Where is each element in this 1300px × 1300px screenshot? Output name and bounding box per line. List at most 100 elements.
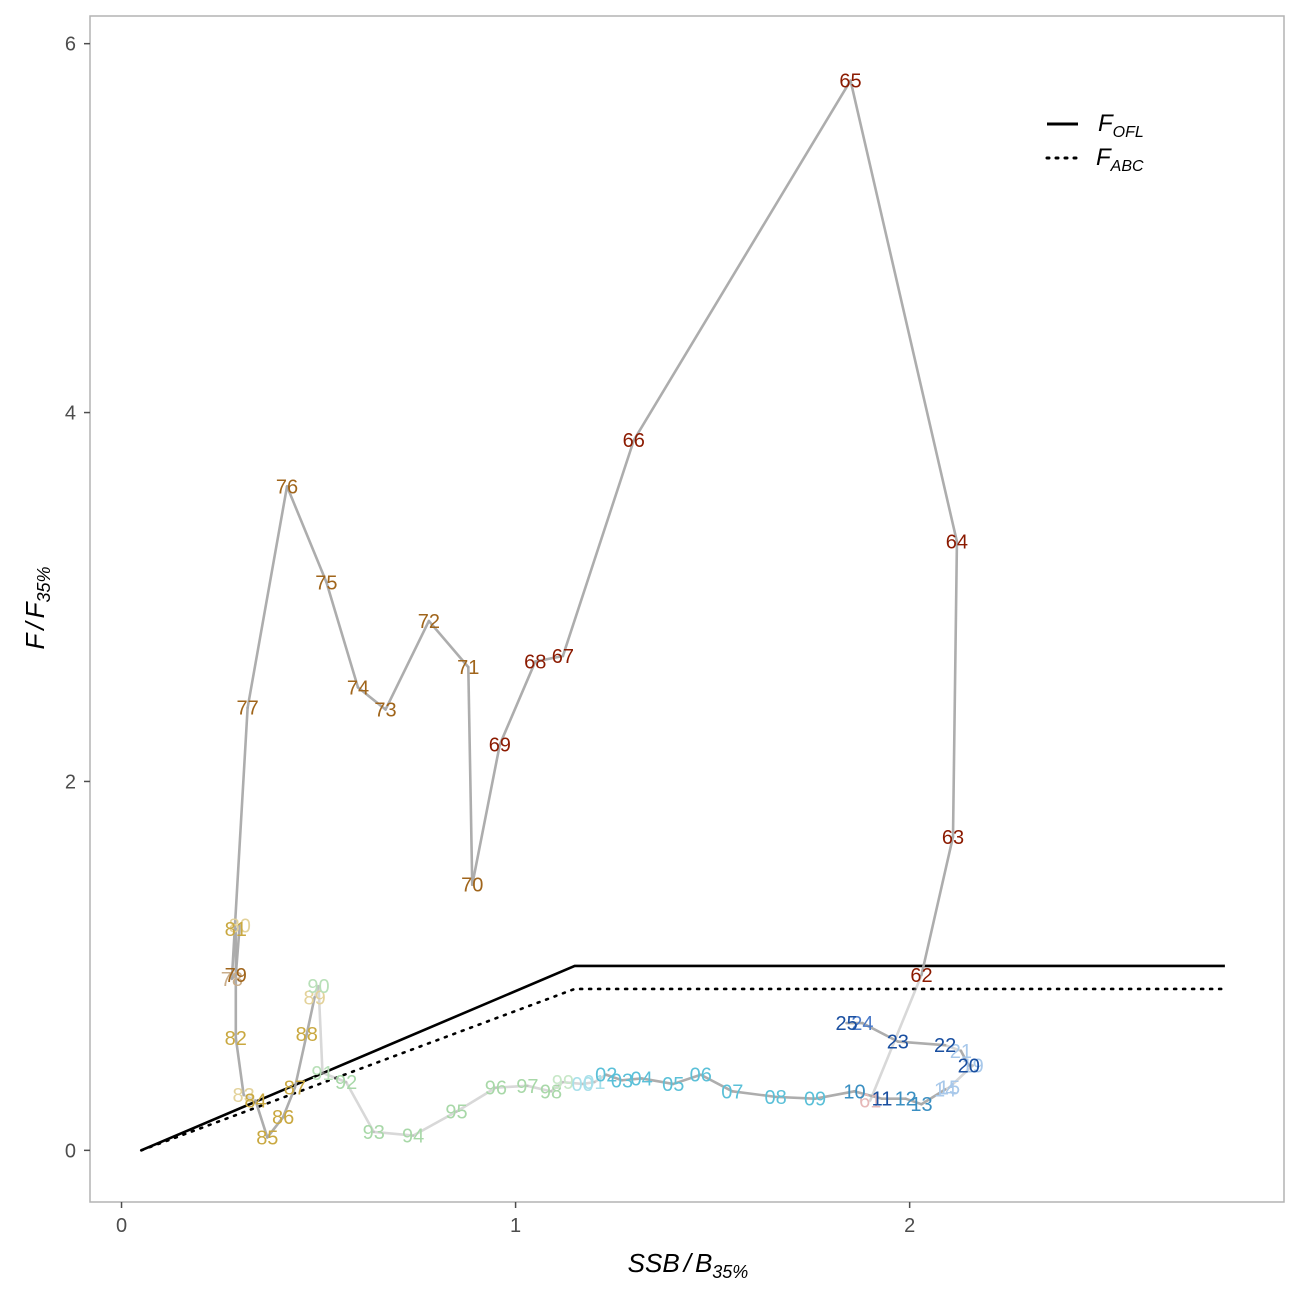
trajectory-segment (813, 1090, 856, 1101)
trajectory-segment (943, 1086, 951, 1091)
year-label-72: 72 (418, 611, 440, 633)
trajectory-segment (293, 1032, 309, 1089)
year-label-95: 95 (445, 1102, 467, 1124)
x-tick-label: 2 (904, 1215, 915, 1237)
trajectory-segment (344, 1080, 376, 1134)
year-label-98: 98 (540, 1081, 562, 1103)
trajectory-segment (325, 580, 360, 689)
year-label-83: 83 (233, 1085, 255, 1107)
trajectory-segment (321, 1071, 348, 1084)
year-label-93: 93 (363, 1122, 385, 1144)
trajectory-segment (317, 984, 324, 1075)
year-label-62: 62 (910, 965, 932, 987)
trajectory-segment (526, 1084, 553, 1093)
year-label-12: 12 (895, 1089, 917, 1111)
year-label-67: 67 (552, 646, 574, 668)
trajectory-segment (920, 835, 955, 977)
year-label-02: 02 (595, 1065, 617, 1087)
trajectory-segment (242, 1093, 257, 1102)
year-label-03: 03 (611, 1070, 633, 1092)
year-label-79: 79 (225, 965, 247, 987)
year-label-04: 04 (631, 1068, 653, 1090)
y-tick-label: 0 (65, 1140, 76, 1162)
trajectory-segment (620, 1077, 643, 1082)
year-label-19: 19 (962, 1056, 984, 1078)
trajectory-segment (604, 1073, 624, 1082)
trajectory-segment (313, 984, 320, 999)
x-tick-label: 0 (116, 1215, 127, 1237)
trajectory-segment (356, 686, 387, 711)
control-rule-ofl (140, 964, 1225, 1152)
year-label-01: 01 (583, 1072, 605, 1094)
trajectory-segment (904, 1097, 923, 1106)
plot-panel (89, 15, 1285, 1203)
year-label-15: 15 (938, 1078, 960, 1100)
year-label-99: 99 (552, 1072, 574, 1094)
year-label-20: 20 (958, 1056, 980, 1078)
y-tick-label: 6 (65, 34, 76, 56)
trajectory-segment (593, 1073, 608, 1084)
year-label-91: 91 (311, 1063, 333, 1085)
year-label-13: 13 (910, 1094, 932, 1116)
trajectory-segment (427, 619, 470, 669)
trajectory-segment (640, 1077, 675, 1086)
year-label-87: 87 (284, 1078, 306, 1100)
trajectory-segment (868, 973, 923, 1102)
year-label-70: 70 (461, 875, 483, 897)
year-label-74: 74 (347, 677, 369, 699)
year-label-61: 61 (859, 1091, 881, 1113)
year-label-66: 66 (623, 430, 645, 452)
trajectory-segment (234, 1036, 245, 1097)
trajectory-segment (266, 1115, 285, 1139)
trajectory-segment (920, 1088, 947, 1106)
year-label-90: 90 (307, 976, 329, 998)
year-label-78: 78 (221, 969, 243, 991)
trajectory-segment (498, 660, 537, 746)
year-label-82: 82 (225, 1028, 247, 1050)
control-rule-abc (139, 987, 1227, 1152)
year-label-76: 76 (276, 476, 298, 498)
year-label-63: 63 (942, 827, 964, 849)
x-axis-title: SSB / B35% (628, 1248, 749, 1282)
trajectory-segment (470, 743, 502, 887)
year-label-88: 88 (296, 1024, 318, 1046)
year-label-24: 24 (851, 1013, 873, 1035)
year-label-85: 85 (256, 1127, 278, 1149)
trajectory-segment (384, 619, 431, 711)
year-label-08: 08 (765, 1087, 787, 1109)
trajectory-segment (533, 654, 565, 663)
year-label-75: 75 (315, 572, 337, 594)
trajectory-segment (774, 1095, 817, 1101)
y-axis-title: F/F35% (20, 566, 54, 649)
year-label-09: 09 (804, 1089, 826, 1111)
trajectory-segment (281, 1086, 297, 1119)
control-rules (139, 964, 1227, 1152)
year-label-77: 77 (236, 698, 258, 720)
year-label-23: 23 (887, 1032, 909, 1054)
year-label-25: 25 (835, 1013, 857, 1035)
year-label-81: 81 (225, 919, 247, 941)
trajectory-segment (959, 1049, 971, 1067)
year-label-14: 14 (934, 1079, 956, 1101)
year-label-06: 06 (690, 1065, 712, 1087)
year-label-89: 89 (303, 987, 325, 1009)
y-tick-label: 2 (65, 771, 76, 793)
year-label-65: 65 (839, 71, 861, 93)
trajectory-segment (561, 1080, 584, 1086)
year-label-10: 10 (843, 1081, 865, 1103)
year-label-84: 84 (244, 1091, 266, 1113)
trajectory-segment (494, 1084, 529, 1089)
year-label-92: 92 (335, 1072, 357, 1094)
trajectory-segment (947, 1064, 974, 1089)
trajectory-segment (254, 1099, 269, 1139)
legend-abc-label: FABC (1096, 144, 1144, 175)
legend: FOFL FABC (1045, 110, 1144, 175)
year-label-07: 07 (721, 1081, 743, 1103)
year-label-96: 96 (485, 1078, 507, 1100)
year-label-86: 86 (272, 1107, 294, 1129)
trajectory-segment (411, 1110, 458, 1137)
trajectory-segment (305, 995, 316, 1036)
trajectory-segment (861, 1021, 900, 1043)
